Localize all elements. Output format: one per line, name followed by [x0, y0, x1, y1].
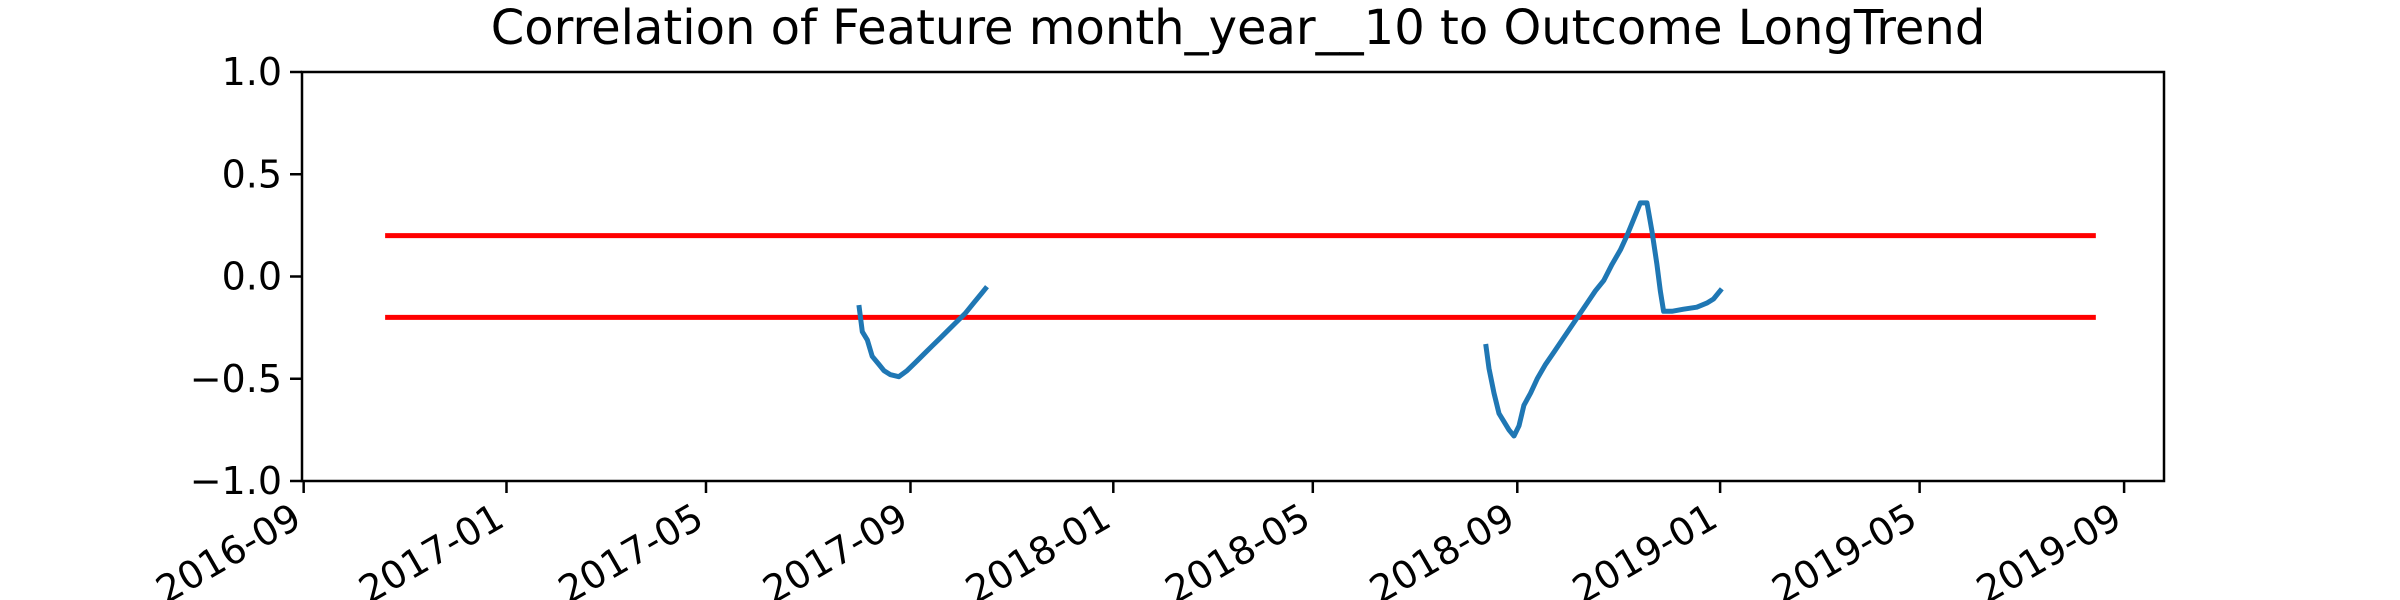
- x-tick-label: 2017-05: [551, 495, 711, 600]
- x-tick-label: 2018-09: [1362, 495, 1522, 600]
- x-tick-label: 2019-09: [1969, 495, 2129, 600]
- x-tick-label: 2017-01: [351, 495, 511, 600]
- x-tick-label: 2016-09: [149, 495, 309, 600]
- y-tick-label: 0.0: [222, 255, 282, 299]
- y-tick-label: 0.5: [222, 152, 282, 196]
- x-axis: 2016-09 2017-01 2017-05 2017-09 2018-01 2018-…: [149, 481, 2129, 600]
- y-tick-label: −1.0: [190, 459, 282, 503]
- x-tick-label: 2019-01: [1565, 495, 1725, 600]
- x-tick-label: 2018-01: [958, 495, 1118, 600]
- series-lines: [856, 200, 1724, 439]
- plot-area: [300, 70, 2166, 483]
- y-axis: 1.0 0.5 0.0 −0.5 −1.0: [190, 50, 302, 503]
- chart-title: Correlation of Feature month_year__10 to…: [491, 0, 1986, 56]
- series-line-1: [856, 285, 989, 380]
- threshold-lines: [385, 233, 2096, 320]
- plot-frame: [300, 70, 2166, 483]
- series-line-2: [1483, 200, 1724, 439]
- y-tick-label: −0.5: [190, 357, 282, 401]
- x-tick-label: 2018-05: [1158, 495, 1318, 600]
- x-tick-label: 2017-09: [755, 495, 915, 600]
- y-tick-label: 1.0: [222, 50, 282, 94]
- x-tick-label: 2019-05: [1765, 495, 1925, 600]
